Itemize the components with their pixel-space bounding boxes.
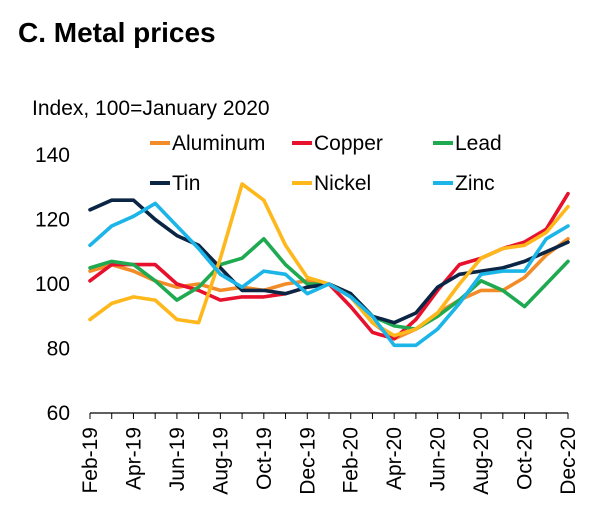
series-line-copper xyxy=(88,191,570,341)
x-tick-label-Feb-20: Feb-20 xyxy=(340,427,363,494)
x-tick-label-Feb-19: Feb-19 xyxy=(79,427,102,494)
series-line-nickel xyxy=(88,182,570,338)
y-tick-label-120: 120 xyxy=(35,209,70,232)
x-tick-label-Aug-20: Aug-20 xyxy=(470,427,493,495)
y-axis: 60 80 100 120 140 xyxy=(35,144,70,425)
legend-label-aluminum: Aluminum xyxy=(172,132,265,155)
x-tick-label-Dec-19: Dec-19 xyxy=(296,427,319,495)
y-tick-label-140: 140 xyxy=(35,144,70,167)
legend-label-lead: Lead xyxy=(455,132,502,155)
legend-label-tin: Tin xyxy=(172,172,200,195)
x-tick-label-Apr-19: Apr-19 xyxy=(122,427,145,490)
x-tick-label-Oct-19: Oct-19 xyxy=(253,427,276,490)
series-line-zinc xyxy=(88,201,570,348)
series-lines xyxy=(88,182,570,348)
x-tick-label-Apr-20: Apr-20 xyxy=(383,427,406,490)
y-axis-label: Index, 100=January 2020 xyxy=(32,97,270,120)
x-tick-label-Jun-20: Jun-20 xyxy=(427,427,450,491)
legend-label-zinc: Zinc xyxy=(455,172,495,195)
x-tick-label-Oct-20: Oct-20 xyxy=(514,427,537,490)
legend: Aluminum Copper Lead Tin Nickel Zinc xyxy=(150,132,502,195)
legend-label-nickel: Nickel xyxy=(314,172,371,195)
y-tick-label-100: 100 xyxy=(35,273,70,296)
x-axis: Feb-19 Apr-19 Jun-19 Aug-19 Oct-19 Dec-19 Feb-… xyxy=(79,412,580,495)
y-tick-label-80: 80 xyxy=(47,338,70,361)
legend-label-copper: Copper xyxy=(314,132,383,155)
x-tick-label-Aug-19: Aug-19 xyxy=(209,427,232,495)
x-tick-label-Jun-19: Jun-19 xyxy=(166,427,189,491)
y-tick-label-60: 60 xyxy=(47,402,70,425)
x-tick-label-Dec-20: Dec-20 xyxy=(557,427,580,495)
chart-title: C. Metal prices xyxy=(18,17,216,48)
